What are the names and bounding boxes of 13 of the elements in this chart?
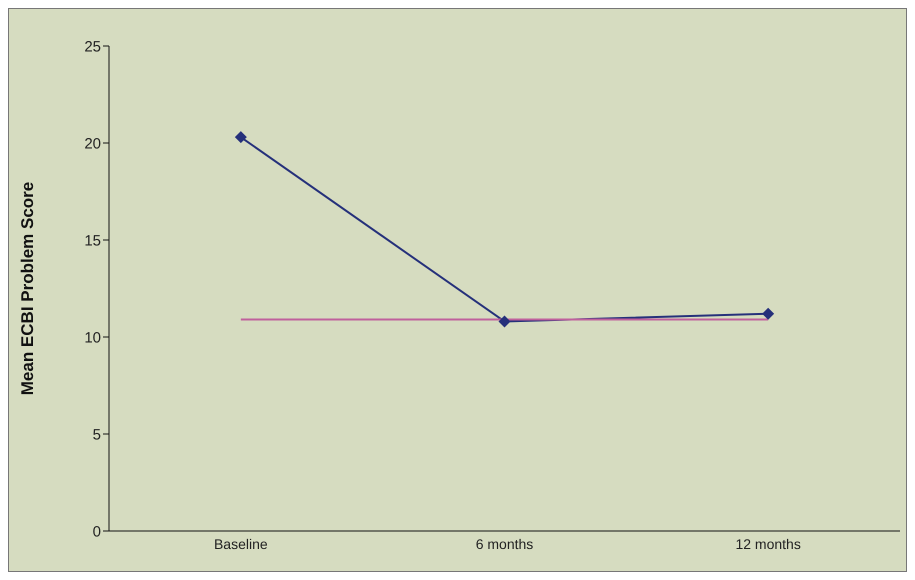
x-tick-label: 12 months bbox=[735, 536, 801, 552]
y-tick-label: 5 bbox=[92, 426, 101, 444]
y-tick-label: 25 bbox=[84, 38, 101, 56]
y-tick-label: 20 bbox=[84, 135, 101, 152]
point bbox=[234, 131, 247, 144]
y-tick-label: 15 bbox=[84, 232, 101, 250]
point bbox=[762, 308, 774, 320]
x-tick-label: 6 months bbox=[476, 536, 534, 552]
y-tick-label: 10 bbox=[84, 329, 101, 346]
y-axis-title: Mean ECBI Problem Score bbox=[18, 182, 38, 396]
y-tick-label: 0 bbox=[92, 523, 101, 540]
x-tick-label: Baseline bbox=[214, 536, 268, 552]
point bbox=[498, 315, 510, 328]
